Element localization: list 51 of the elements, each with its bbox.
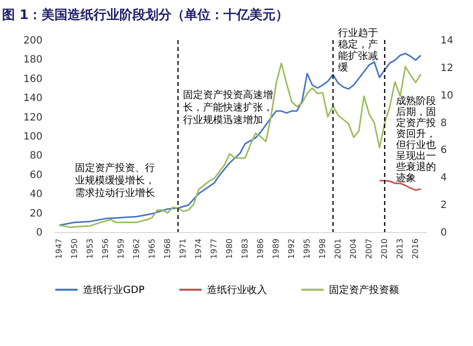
y2-tick-label: 2 bbox=[440, 200, 447, 212]
x-tick-label: 2007 bbox=[364, 238, 374, 259]
x-tick-label: 2016 bbox=[411, 238, 420, 259]
x-tick-label: 1962 bbox=[132, 238, 142, 259]
x-tick-label: 1986 bbox=[256, 238, 266, 259]
y2-tick-label: 10 bbox=[440, 90, 454, 102]
chart-title: 图 1：美国造纸行业阶段划分（单位：十亿美元） bbox=[2, 7, 288, 23]
annotation: 固定资产投资、行业规模缓慢增长，需求拉动行业增长 bbox=[75, 162, 155, 199]
x-tick-label: 1968 bbox=[163, 238, 172, 259]
y2-tick-label: 4 bbox=[440, 172, 447, 184]
y2-tick-label: 8 bbox=[440, 118, 447, 129]
y2-tick-label: 6 bbox=[440, 145, 447, 156]
y-tick-label: 140 bbox=[23, 93, 42, 104]
x-tick-label: 1953 bbox=[86, 238, 95, 259]
x-tick-label: 1959 bbox=[116, 238, 126, 259]
y-tick-label: 120 bbox=[23, 112, 42, 124]
y-tick-label: 100 bbox=[23, 132, 42, 142]
x-tick-label: 2010 bbox=[380, 238, 390, 259]
y2-tick-label: 12 bbox=[440, 62, 454, 74]
x-tick-label: 2004 bbox=[349, 238, 358, 259]
x-tick-label: 1995 bbox=[302, 238, 312, 259]
legend-label: 造纸行业收入 bbox=[207, 284, 267, 296]
y-tick-label: 180 bbox=[23, 54, 42, 66]
y-tick-label: 20 bbox=[30, 208, 42, 220]
y-tick-label: 40 bbox=[30, 189, 42, 200]
x-tick-label: 1989 bbox=[272, 238, 281, 259]
x-tick-label: 1971 bbox=[178, 238, 188, 259]
y-tick-label: 200 bbox=[23, 36, 42, 46]
x-tick-label: 1947 bbox=[54, 238, 64, 259]
x-tick-label: 1998 bbox=[318, 238, 328, 259]
x-tick-label: 1956 bbox=[101, 238, 110, 259]
annotation: 成熟阶段后期，固定资产投资回升，但行业也呈现出一些衰退的迹象 bbox=[396, 95, 436, 184]
x-tick-label: 2013 bbox=[396, 238, 405, 259]
x-tick-label: 1983 bbox=[240, 238, 250, 259]
y-tick-label: 60 bbox=[30, 170, 42, 181]
y-tick-label: 0 bbox=[36, 228, 42, 238]
y2-tick-label: 14 bbox=[440, 36, 454, 46]
x-tick-label: 1992 bbox=[287, 238, 296, 259]
x-tick-label: 1980 bbox=[225, 238, 234, 259]
y-tick-label: 160 bbox=[23, 74, 42, 85]
x-tick-label: 2001 bbox=[334, 238, 343, 259]
x-tick-label: 1974 bbox=[194, 238, 204, 259]
legend-label: 固定资产投资额 bbox=[329, 284, 399, 296]
x-tick-label: 1977 bbox=[210, 238, 219, 259]
x-tick-label: 1965 bbox=[148, 238, 157, 259]
annotation: 行业趋于稳定，产能扩张减缓 bbox=[338, 27, 378, 74]
x-tick-label: 1950 bbox=[70, 238, 80, 259]
y2-tick-label: 0 bbox=[440, 228, 447, 238]
y-tick-label: 80 bbox=[30, 150, 42, 162]
annotation: 固定资产投资高速增长，产能快速扩张，行业规模迅速增加 bbox=[183, 89, 273, 126]
legend-label: 造纸行业GDP bbox=[83, 284, 144, 296]
